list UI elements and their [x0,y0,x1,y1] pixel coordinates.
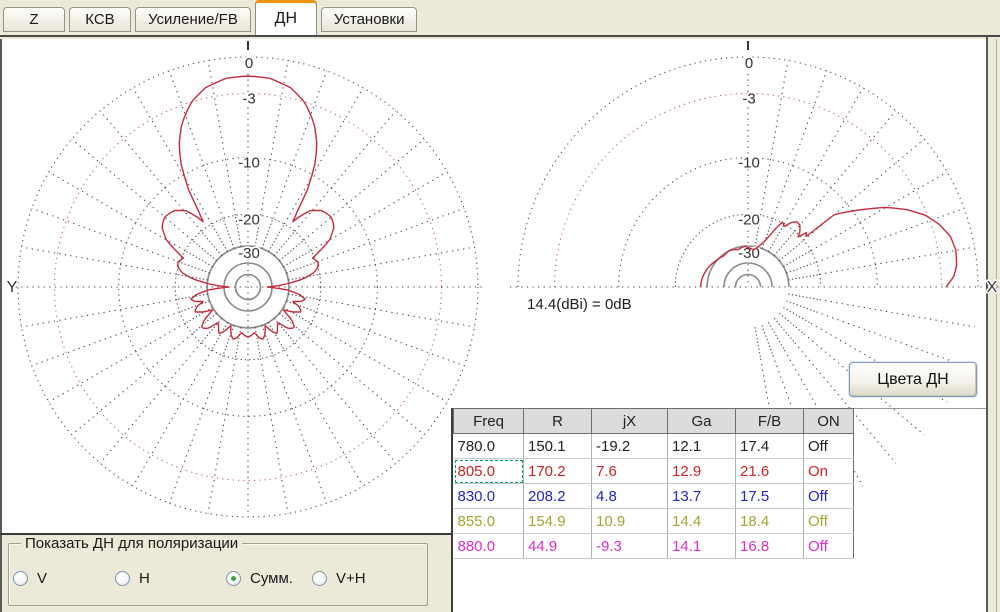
table-cell[interactable]: 7.6 [591,458,668,484]
ring-label: -10 [738,155,760,172]
table-row: 855.0 154.9 10.9 14.4 18.4 Off [453,508,854,534]
polarization-group-title: Показать ДН для поляризации [21,535,243,552]
radio-label: Сумм. [250,570,293,587]
radio-circle-icon[interactable] [226,571,241,586]
radio-circle-icon[interactable] [312,571,327,586]
radio-label: V [37,570,48,587]
column-header-r: R [523,408,592,434]
table-cell[interactable]: 830.0 [453,483,524,509]
table-cell[interactable]: 12.9 [667,458,736,484]
radio-v-plus-h[interactable]: V+H [312,570,366,587]
ring-label: -20 [238,211,260,228]
table-row: 805.0 170.2 7.6 12.9 21.6 On [453,458,854,484]
tab-z[interactable]: Z [3,7,65,32]
radio-summ[interactable]: Сумм. [226,570,293,587]
radio-h[interactable]: H [115,570,150,587]
table-cell[interactable]: 154.9 [523,508,592,534]
pattern-curve [161,75,335,340]
tab-gain-fb[interactable]: Усиление/FB [135,7,251,32]
right-border [986,37,988,612]
table-cell[interactable]: Off [803,508,854,534]
column-header-on: ON [803,408,854,434]
table-cell[interactable]: 44.9 [523,533,592,559]
ring-label: -10 [238,155,260,172]
pattern-curve [699,206,958,288]
table-cell[interactable]: 208.2 [523,483,592,509]
radio-label: H [139,570,150,587]
tab-dn[interactable]: ДН [254,0,317,35]
table-row: 880.0 44.9 -9.3 14.1 16.8 Off [453,533,854,559]
right-gutter [988,39,1000,612]
ring-label: 0 [245,55,253,72]
left-border [0,39,2,612]
gain-reference-label: 14.4(dBi) = 0dB [527,296,632,313]
table-cell[interactable]: 17.4 [735,433,804,459]
column-header-fb: F/B [735,408,804,434]
ring-label: -3 [742,90,755,107]
table-left-border [451,408,453,612]
table-cell[interactable]: 170.2 [523,458,592,484]
column-header-ga: Ga [667,408,736,434]
tab-bar: Z КСВ Усиление/FB ДН Установки [0,0,1000,37]
table-cell[interactable]: 17.5 [735,483,804,509]
table-cell[interactable]: 12.1 [667,433,736,459]
table-cell[interactable]: 805.0 [453,458,524,484]
polarization-groupbox: Показать ДН для поляризации V H Сумм. V+H [8,535,428,606]
table-cell[interactable]: Off [803,433,854,459]
tab-settings[interactable]: Установки [320,7,418,32]
ring-label: -20 [738,211,760,228]
table-cell[interactable]: 21.6 [735,458,804,484]
column-header-freq: Freq [453,408,524,434]
table-cell[interactable]: 10.9 [591,508,668,534]
ring-label: -30 [238,245,260,262]
left-pattern-chart: 0 -3 -10 -20 -30 Y [5,41,486,518]
table-row: 830.0 208.2 4.8 13.7 17.5 Off [453,483,854,509]
table-cell[interactable]: 780.0 [453,433,524,459]
table-cell[interactable]: 150.1 [523,433,592,459]
table-cell[interactable]: 13.7 [667,483,736,509]
table-cell[interactable]: 14.1 [667,533,736,559]
table-cell[interactable]: -19.2 [591,433,668,459]
table-cell[interactable]: -9.3 [591,533,668,559]
tab-ksv[interactable]: КСВ [69,7,131,32]
table-cell[interactable]: 880.0 [453,533,524,559]
radio-circle-icon[interactable] [13,571,28,586]
right-pattern-chart: 0-3-10-20-30X [510,41,1000,514]
table-cell[interactable]: On [803,458,854,484]
table-cell[interactable]: 4.8 [591,483,668,509]
table-cell[interactable]: 16.8 [735,533,804,559]
ring-label: 0 [745,55,753,72]
table-row: 780.0 150.1 -19.2 12.1 17.4 Off [453,433,854,459]
table-cell[interactable]: 14.4 [667,508,736,534]
table-cell[interactable]: 18.4 [735,508,804,534]
table-cell[interactable]: Off [803,483,854,509]
pattern-colors-button[interactable]: Цвета ДН [849,362,977,397]
axis-label-x: X [987,279,998,296]
table-cell[interactable]: 855.0 [453,508,524,534]
column-header-jx: jX [591,408,668,434]
panel-divider [0,533,451,535]
radio-circle-icon[interactable] [115,571,130,586]
axis-label-y: Y [7,279,18,296]
ring-label: -3 [242,90,255,107]
radio-label: V+H [336,570,366,587]
radio-v[interactable]: V [13,570,47,587]
table-cell[interactable]: Off [803,533,854,559]
